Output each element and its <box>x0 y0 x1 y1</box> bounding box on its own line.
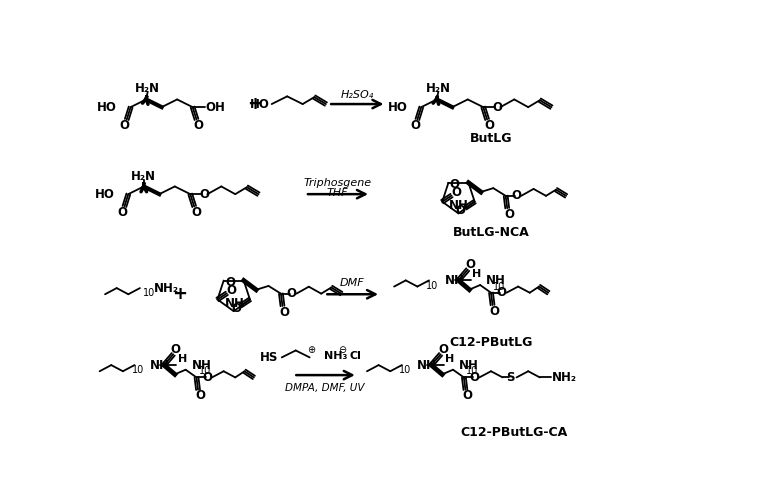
Text: NH: NH <box>460 358 479 372</box>
Text: H: H <box>445 354 454 364</box>
Text: NH: NH <box>192 358 211 372</box>
Text: O: O <box>192 206 201 219</box>
Text: O: O <box>505 208 515 221</box>
Text: O: O <box>194 119 204 132</box>
Text: HO: HO <box>388 100 408 114</box>
Text: O: O <box>451 186 461 199</box>
Text: C12-PButLG: C12-PButLG <box>450 336 532 349</box>
Text: O: O <box>171 343 181 356</box>
Text: O: O <box>465 258 475 271</box>
Text: NH₃: NH₃ <box>323 351 347 361</box>
Text: 10: 10 <box>493 282 506 292</box>
Text: O: O <box>117 206 127 219</box>
Text: NH: NH <box>450 199 469 212</box>
Text: O: O <box>484 119 494 132</box>
Text: 10: 10 <box>132 365 144 376</box>
Text: O: O <box>225 276 235 289</box>
Text: H₂SO₄: H₂SO₄ <box>340 90 374 100</box>
Text: O: O <box>280 305 290 319</box>
Text: O: O <box>493 100 502 114</box>
Text: O: O <box>119 119 129 132</box>
Text: ButLG-NCA: ButLG-NCA <box>453 226 529 239</box>
Text: H₂N: H₂N <box>426 82 451 95</box>
Text: +: + <box>247 95 262 113</box>
Text: NH: NH <box>150 358 170 372</box>
Text: O: O <box>490 305 500 318</box>
Text: O: O <box>410 119 420 132</box>
Text: Triphosgene: Triphosgene <box>303 178 372 188</box>
Text: O: O <box>497 286 507 299</box>
Text: DMPA, DMF, UV: DMPA, DMF, UV <box>286 383 365 393</box>
Text: NH: NH <box>417 358 437 372</box>
Text: O: O <box>512 190 522 202</box>
Text: NH₂: NH₂ <box>552 371 578 384</box>
Text: 10: 10 <box>143 289 155 298</box>
Text: NH: NH <box>486 274 506 287</box>
Text: C12-PButLG-CA: C12-PButLG-CA <box>460 426 568 440</box>
Text: HO: HO <box>94 188 114 200</box>
Text: H₂N: H₂N <box>135 82 160 95</box>
Text: OH: OH <box>205 100 225 114</box>
Text: NH₂: NH₂ <box>154 282 179 295</box>
Text: O: O <box>456 204 466 217</box>
Text: ⊕: ⊕ <box>307 345 316 355</box>
Text: O: O <box>450 178 460 191</box>
Text: NH: NH <box>444 274 464 287</box>
Text: O: O <box>195 390 205 402</box>
Text: HO: HO <box>97 100 116 114</box>
Text: DMF: DMF <box>340 278 365 288</box>
Text: S: S <box>506 371 515 384</box>
Text: ⊖: ⊖ <box>338 345 346 355</box>
Text: +: + <box>172 285 187 303</box>
Text: NH: NH <box>224 297 244 310</box>
Text: ButLG: ButLG <box>470 132 512 145</box>
Text: H: H <box>178 354 187 364</box>
Text: O: O <box>286 287 296 300</box>
Text: O: O <box>438 343 448 356</box>
Text: O: O <box>470 371 480 384</box>
Text: HS: HS <box>260 351 278 364</box>
Text: O: O <box>231 302 241 315</box>
Text: O: O <box>463 390 473 402</box>
Text: H: H <box>473 269 482 279</box>
Text: 10: 10 <box>199 366 211 376</box>
Text: 10: 10 <box>426 281 438 291</box>
Text: H₂N: H₂N <box>131 170 156 183</box>
Text: THF: THF <box>327 189 349 198</box>
Text: HO: HO <box>250 98 270 110</box>
Text: O: O <box>227 284 237 297</box>
Text: 10: 10 <box>466 366 479 376</box>
Text: O: O <box>199 188 209 200</box>
Text: O: O <box>202 371 212 384</box>
Text: Cl: Cl <box>350 351 362 361</box>
Text: 10: 10 <box>399 365 411 376</box>
